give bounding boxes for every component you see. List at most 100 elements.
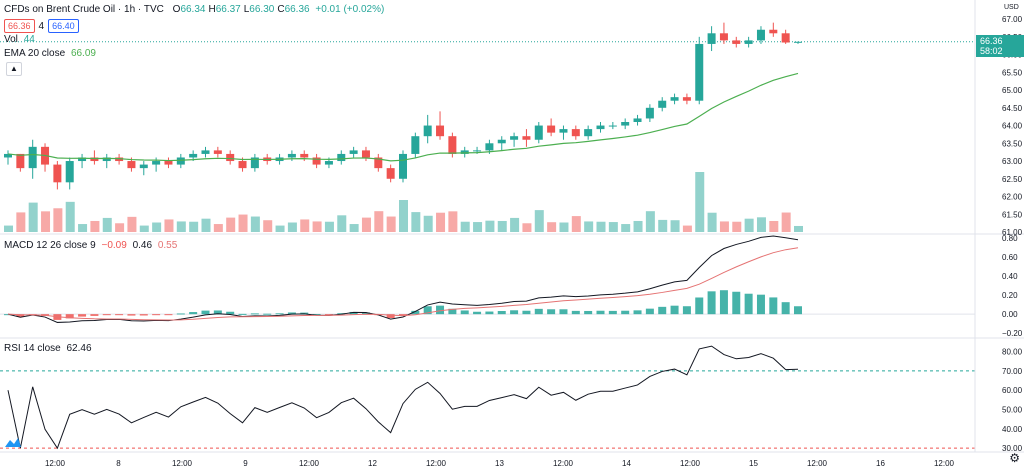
- macd-histogram-bar: [324, 314, 333, 316]
- macd-histogram-bar: [682, 306, 691, 315]
- ohlc-value: 66.37: [215, 4, 241, 15]
- candle-body: [226, 153, 235, 162]
- macd-tick: 0.80: [1002, 234, 1018, 243]
- volume-bar: [460, 221, 470, 232]
- macd-histogram-bar: [485, 311, 494, 315]
- time-label: 12:00: [172, 459, 193, 468]
- volume-bar: [732, 221, 742, 232]
- rsi-legend[interactable]: RSI 14 close 62.46: [4, 343, 92, 354]
- macd-histogram-bar: [250, 313, 259, 315]
- bar-countdown: 58:02: [980, 46, 1003, 56]
- time-axis[interactable]: 12:00 8 12:00 9 12:00 12 12:00 13 12:00 14 12:00 15…: [45, 459, 955, 468]
- candle-body: [608, 125, 617, 127]
- macd-legend[interactable]: MACD 12 26 close 9 −0.09 0.46 0.55: [4, 240, 177, 251]
- candle-body: [769, 29, 778, 34]
- candle-body: [139, 164, 148, 169]
- volume-bar: [670, 220, 680, 232]
- price-tick: 62.50: [1002, 175, 1023, 184]
- candle-body: [337, 153, 346, 162]
- macd-tick: 0.20: [1002, 291, 1018, 300]
- volume-bar: [522, 223, 532, 232]
- candle-body: [250, 157, 259, 169]
- macd-histogram-bar: [645, 308, 654, 315]
- volume-bar: [621, 224, 631, 232]
- price-axis[interactable]: USD67.0066.5066.0065.5065.0064.5064.0063…: [0, 0, 1024, 453]
- ohlc-value: 66.36: [284, 4, 310, 15]
- ema-legend[interactable]: EMA 20 close 66.09: [4, 48, 96, 59]
- volume-bar: [337, 215, 347, 232]
- price-tick: 61.50: [1002, 210, 1023, 219]
- candle-body: [386, 168, 395, 179]
- price-tick: 63.50: [1002, 139, 1023, 148]
- ohlc-value: 66.30: [249, 4, 275, 15]
- chevron-up-icon[interactable]: ▲: [6, 62, 22, 76]
- macd-tick: 0.40: [1002, 272, 1018, 281]
- macd-histogram-bar: [201, 310, 210, 315]
- signal-line: [7, 247, 799, 321]
- candle-body: [201, 150, 210, 154]
- macd-histogram-bar: [127, 314, 136, 316]
- volume-bar: [756, 217, 766, 232]
- candle-body: [287, 153, 296, 158]
- macd-histogram-bar: [510, 310, 519, 315]
- volume-bar: [361, 217, 371, 232]
- volume-bar: [115, 223, 125, 232]
- macd-histogram-bar: [65, 314, 74, 319]
- candle-body: [707, 33, 716, 44]
- macd-histogram-bar: [238, 313, 247, 315]
- volume-bar: [719, 221, 729, 232]
- tradingview-logo-icon[interactable]: [4, 435, 22, 449]
- macd-histogram-bar: [732, 291, 741, 315]
- volume-bar: [139, 225, 149, 232]
- ohlc-key: H: [208, 4, 216, 15]
- volume-bar: [399, 200, 408, 232]
- candle-body: [658, 100, 667, 108]
- bid-price[interactable]: 66.36: [4, 19, 35, 33]
- gear-icon[interactable]: ⚙: [1009, 451, 1020, 465]
- volume-bar: [176, 221, 186, 232]
- macd-histogram-bar: [571, 310, 580, 315]
- macd-hist-value: −0.09: [101, 240, 127, 251]
- ohlc-key: C: [277, 4, 285, 15]
- candle-body: [65, 161, 74, 183]
- volume-bar: [53, 208, 63, 232]
- volume-legend[interactable]: Vol 44: [4, 34, 35, 45]
- symbol-legend[interactable]: CFDs on Brent Crude Oil · 1h · TVC O66.3…: [4, 4, 384, 15]
- candle-body: [744, 40, 753, 44]
- volume-bar: [534, 210, 544, 232]
- macd-histogram-bar: [794, 306, 802, 315]
- ohlc-values: O66.34 H66.37 L66.30 C66.36: [173, 4, 313, 15]
- time-label: 9: [243, 459, 248, 468]
- macd-histogram-bar: [423, 306, 432, 315]
- candle-body: [633, 118, 642, 122]
- ask-price[interactable]: 66.40: [48, 19, 79, 33]
- volume-bar: [559, 222, 569, 232]
- ohlc-key: O: [172, 4, 181, 15]
- candle-body: [645, 107, 654, 119]
- candle-body: [115, 157, 124, 162]
- macd-pane[interactable]: [0, 235, 975, 323]
- macd-histogram-bar: [719, 290, 728, 315]
- candle-body: [510, 136, 519, 140]
- rsi-pane[interactable]: [0, 345, 975, 450]
- time-label: 14: [622, 459, 631, 468]
- macd-value: 0.46: [132, 240, 153, 251]
- candle-body: [213, 150, 222, 154]
- rsi-value: 62.46: [66, 343, 92, 354]
- volume-bar: [744, 218, 754, 232]
- candle-body: [361, 150, 370, 158]
- price-pane[interactable]: [0, 22, 975, 232]
- time-label: 12:00: [45, 459, 66, 468]
- macd-histogram-bar: [152, 314, 161, 316]
- time-label: 13: [495, 459, 504, 468]
- macd-histogram-bar: [670, 305, 679, 315]
- volume-bar: [707, 212, 717, 232]
- candle-body: [534, 125, 543, 140]
- macd-histogram-bar: [658, 306, 667, 315]
- volume-bar: [386, 216, 396, 232]
- macd-histogram-bar: [411, 310, 420, 315]
- rsi-tick: 30.00: [1002, 444, 1023, 453]
- price-tick: 67.00: [1002, 15, 1023, 24]
- volume-bar: [275, 225, 285, 232]
